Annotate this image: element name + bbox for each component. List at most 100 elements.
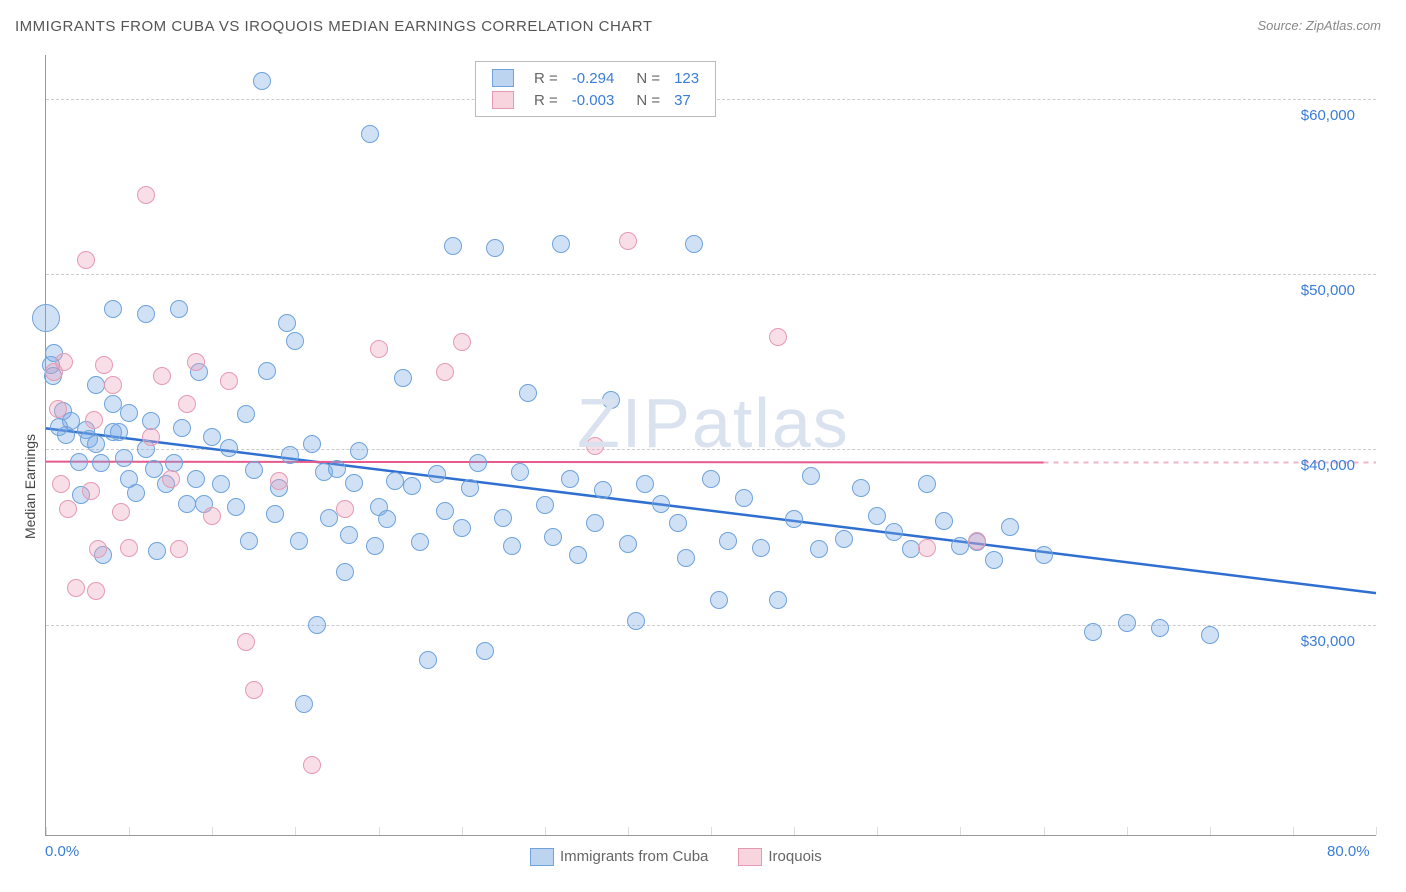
data-point <box>120 404 138 422</box>
data-point <box>453 333 471 351</box>
data-point <box>120 539 138 557</box>
data-point <box>240 532 258 550</box>
data-point <box>428 465 446 483</box>
data-point <box>366 537 384 555</box>
data-point <box>902 540 920 558</box>
data-point <box>178 395 196 413</box>
legend-swatch <box>492 91 514 109</box>
data-point <box>476 642 494 660</box>
data-point <box>885 523 903 541</box>
data-point <box>187 470 205 488</box>
data-point <box>303 435 321 453</box>
data-point <box>350 442 368 460</box>
data-point <box>586 437 604 455</box>
data-point <box>486 239 504 257</box>
data-point <box>835 530 853 548</box>
y-tick-label: $40,000 <box>1301 457 1355 474</box>
data-point <box>1035 546 1053 564</box>
data-point <box>619 232 637 250</box>
legend-swatch <box>492 69 514 87</box>
data-point <box>1151 619 1169 637</box>
data-point <box>419 651 437 669</box>
y-tick-label: $60,000 <box>1301 107 1355 124</box>
data-point <box>295 695 313 713</box>
legend-stats-row: R =-0.003N =37 <box>486 90 705 110</box>
data-point <box>1084 623 1102 641</box>
data-point <box>137 186 155 204</box>
data-point <box>32 304 60 332</box>
legend-N-value: 123 <box>668 68 705 88</box>
legend-series: Immigrants from Cuba Iroquois <box>530 848 852 866</box>
data-point <box>85 411 103 429</box>
data-point <box>461 479 479 497</box>
legend-R-label: R = <box>528 90 564 110</box>
data-point <box>212 475 230 493</box>
data-point <box>286 332 304 350</box>
legend-N-value: 37 <box>668 90 705 110</box>
data-point <box>127 484 145 502</box>
data-point <box>187 353 205 371</box>
data-point <box>270 472 288 490</box>
legend-stats-row: R =-0.294N =123 <box>486 68 705 88</box>
data-point <box>110 423 128 441</box>
data-point <box>77 251 95 269</box>
data-point <box>968 532 986 550</box>
data-point <box>258 362 276 380</box>
data-point <box>308 616 326 634</box>
data-point <box>852 479 870 497</box>
data-point <box>511 463 529 481</box>
data-point <box>719 532 737 550</box>
data-point <box>544 528 562 546</box>
data-point <box>918 539 936 557</box>
data-point <box>67 579 85 597</box>
data-point <box>220 439 238 457</box>
data-point <box>237 405 255 423</box>
data-point <box>1201 626 1219 644</box>
data-point <box>769 328 787 346</box>
legend-swatch <box>530 848 554 866</box>
data-point <box>87 376 105 394</box>
y-tick-label: $50,000 <box>1301 282 1355 299</box>
source-citation: Source: ZipAtlas.com <box>1257 18 1381 33</box>
legend-R-value: -0.294 <box>566 68 621 88</box>
data-point <box>245 681 263 699</box>
data-point <box>55 353 73 371</box>
legend-R-value: -0.003 <box>566 90 621 110</box>
y-axis-title: Median Earnings <box>22 434 38 539</box>
trend-lines <box>46 55 1376 835</box>
data-point <box>935 512 953 530</box>
data-point <box>569 546 587 564</box>
data-point <box>453 519 471 537</box>
legend-series-label: Iroquois <box>768 848 821 865</box>
data-point <box>145 460 163 478</box>
data-point <box>340 526 358 544</box>
data-point <box>561 470 579 488</box>
x-min-label: 0.0% <box>45 843 79 860</box>
data-point <box>70 453 88 471</box>
legend-N-label: N = <box>622 90 666 110</box>
data-point <box>677 549 695 567</box>
data-point <box>162 470 180 488</box>
data-point <box>586 514 604 532</box>
legend-N-label: N = <box>622 68 666 88</box>
data-point <box>87 435 105 453</box>
data-point <box>59 500 77 518</box>
data-point <box>802 467 820 485</box>
x-minor-tick <box>1376 827 1377 835</box>
data-point <box>594 481 612 499</box>
data-point <box>303 756 321 774</box>
legend-series-label: Immigrants from Cuba <box>560 848 708 865</box>
data-point <box>669 514 687 532</box>
data-point <box>361 125 379 143</box>
data-point <box>49 400 67 418</box>
y-tick-label: $30,000 <box>1301 633 1355 650</box>
data-point <box>494 509 512 527</box>
legend-R-label: R = <box>528 68 564 88</box>
x-max-label: 80.0% <box>1327 843 1370 860</box>
legend-swatch <box>738 848 762 866</box>
data-point <box>104 376 122 394</box>
data-point <box>985 551 1003 569</box>
data-point <box>636 475 654 493</box>
data-point <box>237 633 255 651</box>
data-point <box>619 535 637 553</box>
